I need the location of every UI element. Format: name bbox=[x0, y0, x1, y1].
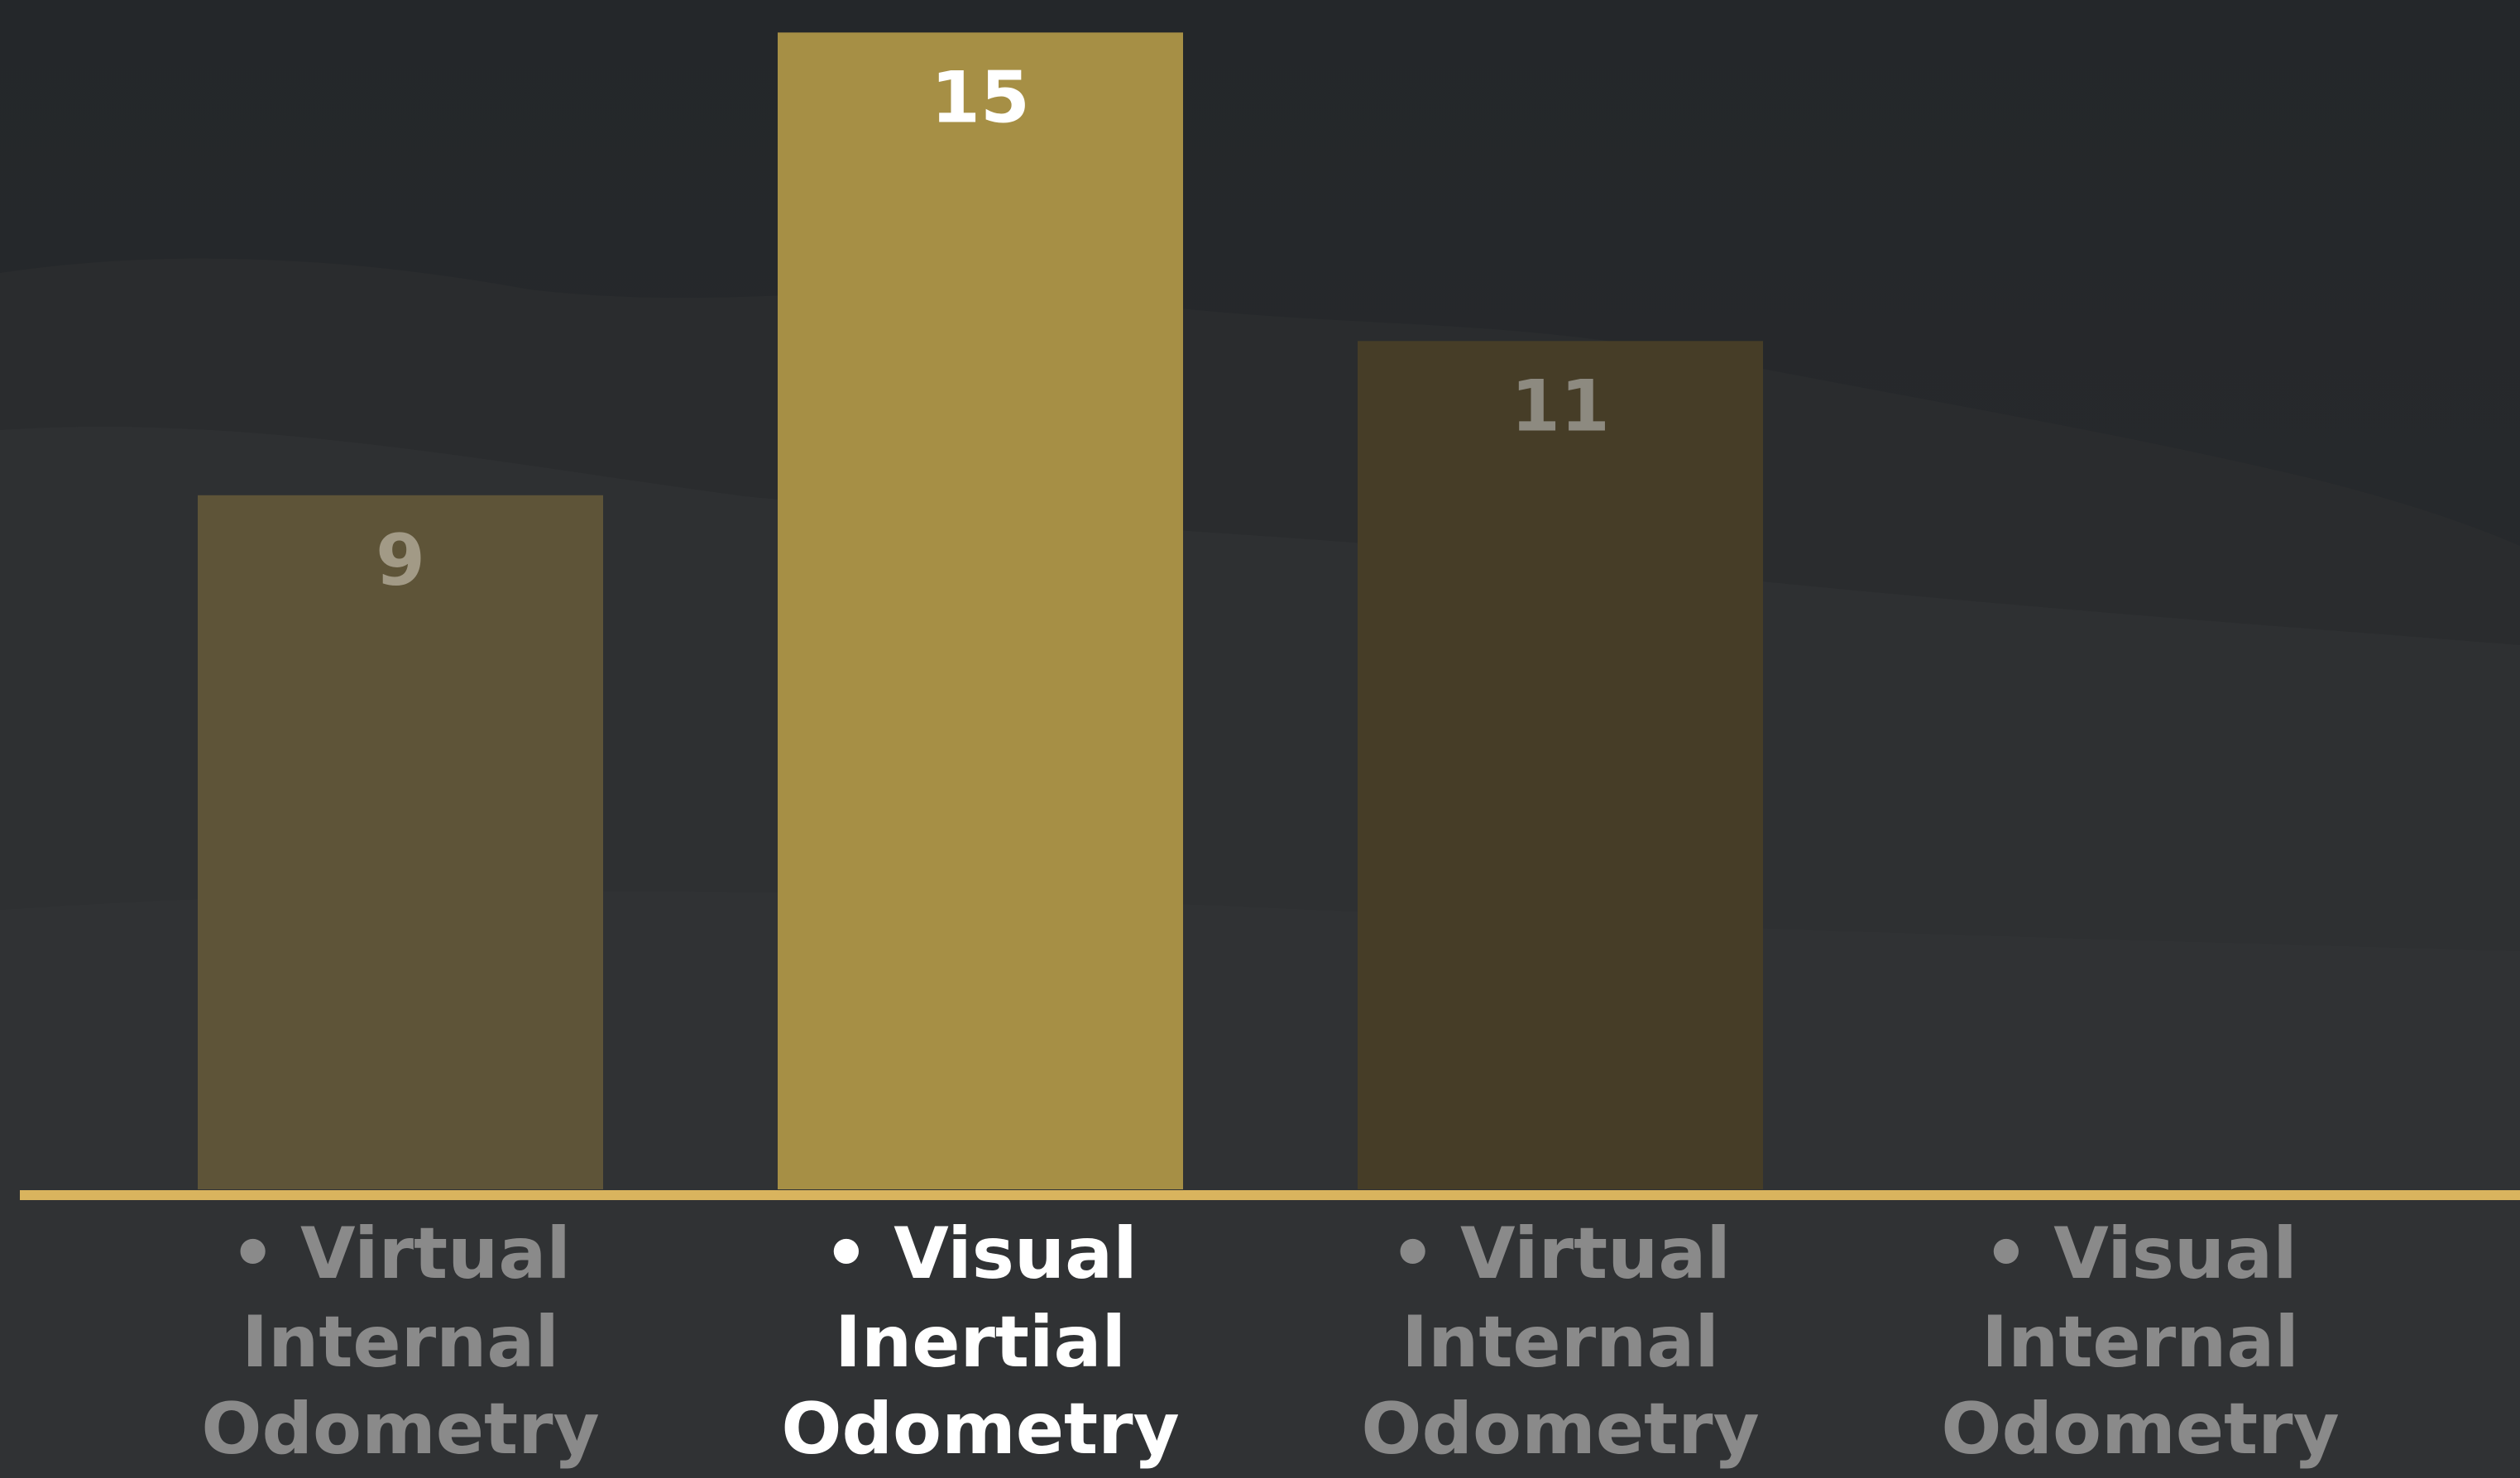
category-label-2-line-3: Odometry bbox=[781, 1388, 1179, 1471]
category-label-1-line-1: • Virtual bbox=[230, 1213, 571, 1295]
category-label-3-line-1: • Virtual bbox=[1390, 1213, 1731, 1295]
category-label-4-line-1: • Visual bbox=[1983, 1213, 2297, 1295]
bar-value-label-3: 11 bbox=[1511, 365, 1610, 447]
bar-1 bbox=[198, 495, 603, 1189]
category-label-4-line-2: Internal bbox=[1981, 1301, 2299, 1384]
category-label-1-line-3: Odometry bbox=[201, 1388, 599, 1471]
bar-value-label-1: 9 bbox=[376, 519, 425, 602]
bar-value-label-2: 15 bbox=[931, 56, 1030, 139]
value-labels-group: 9 15 11 bbox=[376, 56, 1610, 601]
category-label-4-line-3: Odometry bbox=[1941, 1388, 2339, 1471]
bars-group bbox=[198, 32, 1763, 1190]
bar-3 bbox=[1358, 341, 1763, 1190]
bar-2 bbox=[778, 32, 1183, 1189]
category-label-1-line-2: Internal bbox=[242, 1301, 559, 1384]
category-label-3-line-2: Internal bbox=[1401, 1301, 1719, 1384]
category-label-2-line-1: • Visual bbox=[823, 1213, 1137, 1295]
category-label-3-line-3: Odometry bbox=[1361, 1388, 1759, 1471]
category-label-2-line-2: Inertial bbox=[835, 1301, 1126, 1384]
